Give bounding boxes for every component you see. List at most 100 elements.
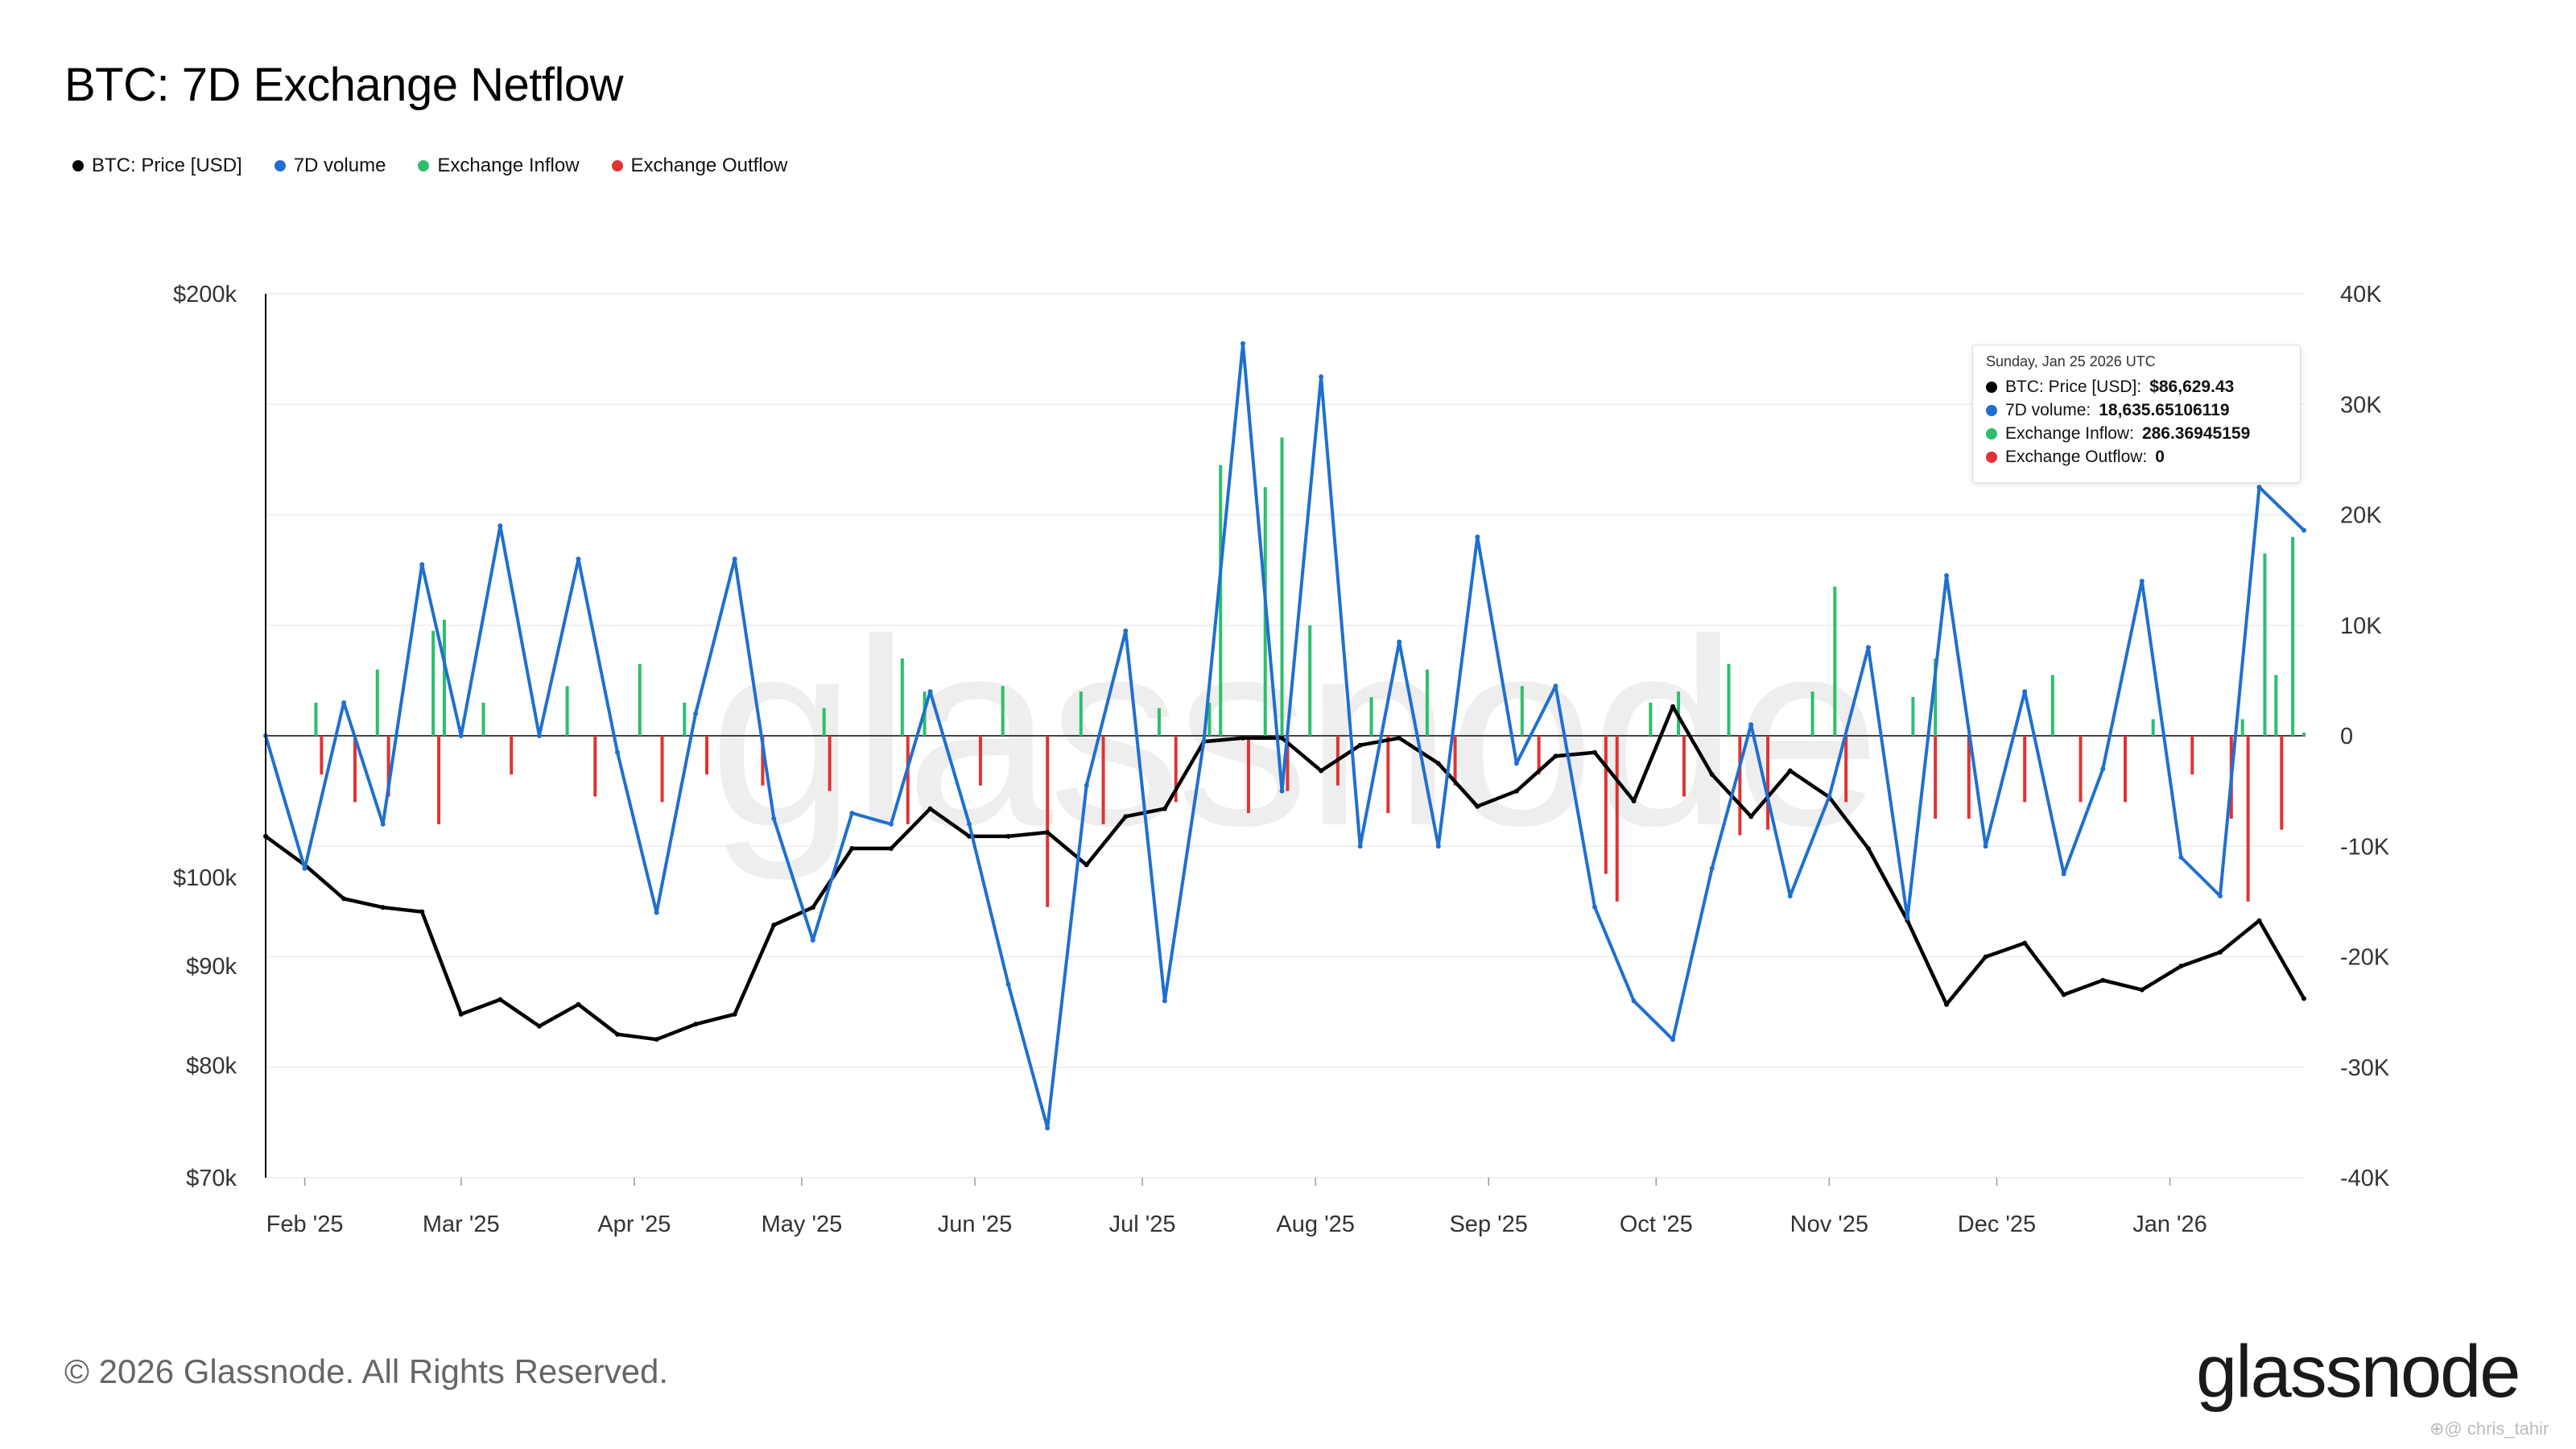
price-point	[2256, 918, 2262, 923]
volume-point	[1435, 844, 1441, 849]
outflow-bar	[2023, 736, 2027, 803]
volume-point	[1592, 904, 1598, 910]
price-point	[888, 845, 894, 851]
volume-point	[888, 821, 894, 827]
outflow-bar	[1386, 736, 1390, 814]
y-left-tick-label: $90k	[186, 954, 237, 980]
inflow-bar	[1833, 586, 1837, 736]
y-left-tick-label: $200k	[173, 282, 237, 308]
inflow-bar	[1280, 437, 1284, 736]
x-tick-label: Aug '25	[1276, 1212, 1354, 1237]
legend-item-price[interactable]: BTC: Price [USD]	[72, 155, 242, 177]
price-point	[2217, 949, 2223, 955]
y-right-tick-label: -20K	[2340, 945, 2390, 971]
volume-point	[927, 689, 933, 695]
volume-point	[2301, 527, 2306, 533]
price-point	[2022, 940, 2028, 946]
inflow-bar	[565, 686, 569, 736]
volume-point	[967, 821, 972, 827]
volume-point	[810, 937, 815, 943]
outflow-bar	[705, 736, 709, 775]
price-point	[1553, 753, 1558, 759]
legend-item-outflow[interactable]: Exchange Outflow	[611, 155, 787, 177]
price-point	[2139, 987, 2145, 993]
legend: BTC: Price [USD] 7D volume Exchange Infl…	[72, 155, 787, 177]
legend-dot-outflow	[611, 160, 623, 171]
price-point	[1005, 833, 1011, 839]
legend-dot-inflow	[418, 160, 430, 171]
legend-item-volume[interactable]: 7D volume	[274, 155, 386, 177]
price-point	[1709, 772, 1715, 778]
tooltip-label-volume: 7D volume:	[2005, 400, 2091, 419]
price-point	[1592, 749, 1598, 755]
price-point	[2301, 996, 2306, 1001]
price-point	[497, 997, 503, 1002]
inflow-bar	[375, 669, 379, 736]
price-point	[419, 909, 425, 914]
price-point	[2178, 964, 2184, 969]
volume-point	[1162, 998, 1167, 1004]
y-left-tick-label: $80k	[186, 1053, 237, 1079]
price-point	[1357, 742, 1363, 748]
price-point	[1670, 704, 1676, 709]
price-point	[1865, 845, 1871, 851]
tooltip-dot-inflow	[1986, 427, 1997, 440]
price-point	[1983, 954, 1988, 960]
legend-item-inflow[interactable]: Exchange Inflow	[418, 155, 580, 177]
price-point	[615, 1031, 621, 1037]
credit-watermark: ⊕@ chris_tahir	[2429, 1418, 2549, 1439]
price-point	[849, 845, 855, 851]
price-point	[1787, 768, 1793, 774]
inflow-bar	[1308, 625, 1312, 736]
chart-title: BTC: 7D Exchange Netflow	[64, 59, 623, 111]
x-tick-label: Feb '25	[266, 1212, 344, 1237]
price-point	[536, 1023, 542, 1029]
volume-point	[1045, 1125, 1051, 1131]
inflow-bar	[2291, 536, 2295, 736]
volume-point	[1709, 865, 1715, 871]
inflow-bar	[900, 658, 904, 736]
outflow-bar	[1604, 736, 1608, 874]
legend-dot-price	[72, 160, 84, 171]
volume-point	[1748, 722, 1754, 728]
volume-point	[497, 523, 503, 529]
inflow-bar	[481, 702, 485, 736]
volume-point	[1944, 572, 1950, 578]
legend-label-price: BTC: Price [USD]	[92, 155, 242, 176]
volume-point	[1905, 915, 1910, 921]
y-left-tick-label: $70k	[186, 1166, 237, 1191]
volume-point	[1513, 761, 1519, 766]
inflow-bar	[1425, 669, 1429, 736]
brand-logo[interactable]: glassnode	[2196, 1331, 2520, 1413]
tooltip-dot-outflow	[1986, 451, 1997, 463]
legend-label-inflow: Exchange Inflow	[437, 155, 580, 176]
outflow-bar	[1174, 736, 1178, 803]
volume-point	[1553, 683, 1558, 689]
tooltip-value-price: $86,629.43	[2149, 377, 2235, 396]
x-tick-label: Jun '25	[938, 1212, 1013, 1237]
outflow-bar	[1967, 736, 1971, 819]
price-point	[341, 896, 347, 902]
volume-point	[1240, 341, 1245, 346]
volume-point	[2061, 871, 2066, 877]
inflow-bar	[442, 619, 446, 736]
volume-point	[341, 700, 347, 705]
volume-point	[1123, 628, 1129, 634]
volume-point	[2217, 894, 2223, 899]
volume-point	[1827, 794, 1832, 799]
volume-point	[302, 865, 308, 871]
legend-dot-volume	[274, 160, 286, 171]
price-point	[693, 1022, 699, 1027]
volume-point	[2022, 689, 2028, 695]
outflow-bar	[1453, 736, 1457, 786]
tooltip-label-outflow: Exchange Outflow:	[2005, 447, 2148, 466]
x-tick-label: Jul '25	[1109, 1212, 1176, 1237]
volume-point	[771, 815, 777, 821]
volume-point	[1865, 645, 1871, 650]
volume-point	[693, 711, 699, 716]
price-point	[1944, 1001, 1950, 1007]
copyright-footer: © 2026 Glassnode. All Rights Reserved.	[64, 1352, 669, 1390]
volume-point	[380, 821, 386, 827]
outflow-bar	[1738, 736, 1742, 836]
